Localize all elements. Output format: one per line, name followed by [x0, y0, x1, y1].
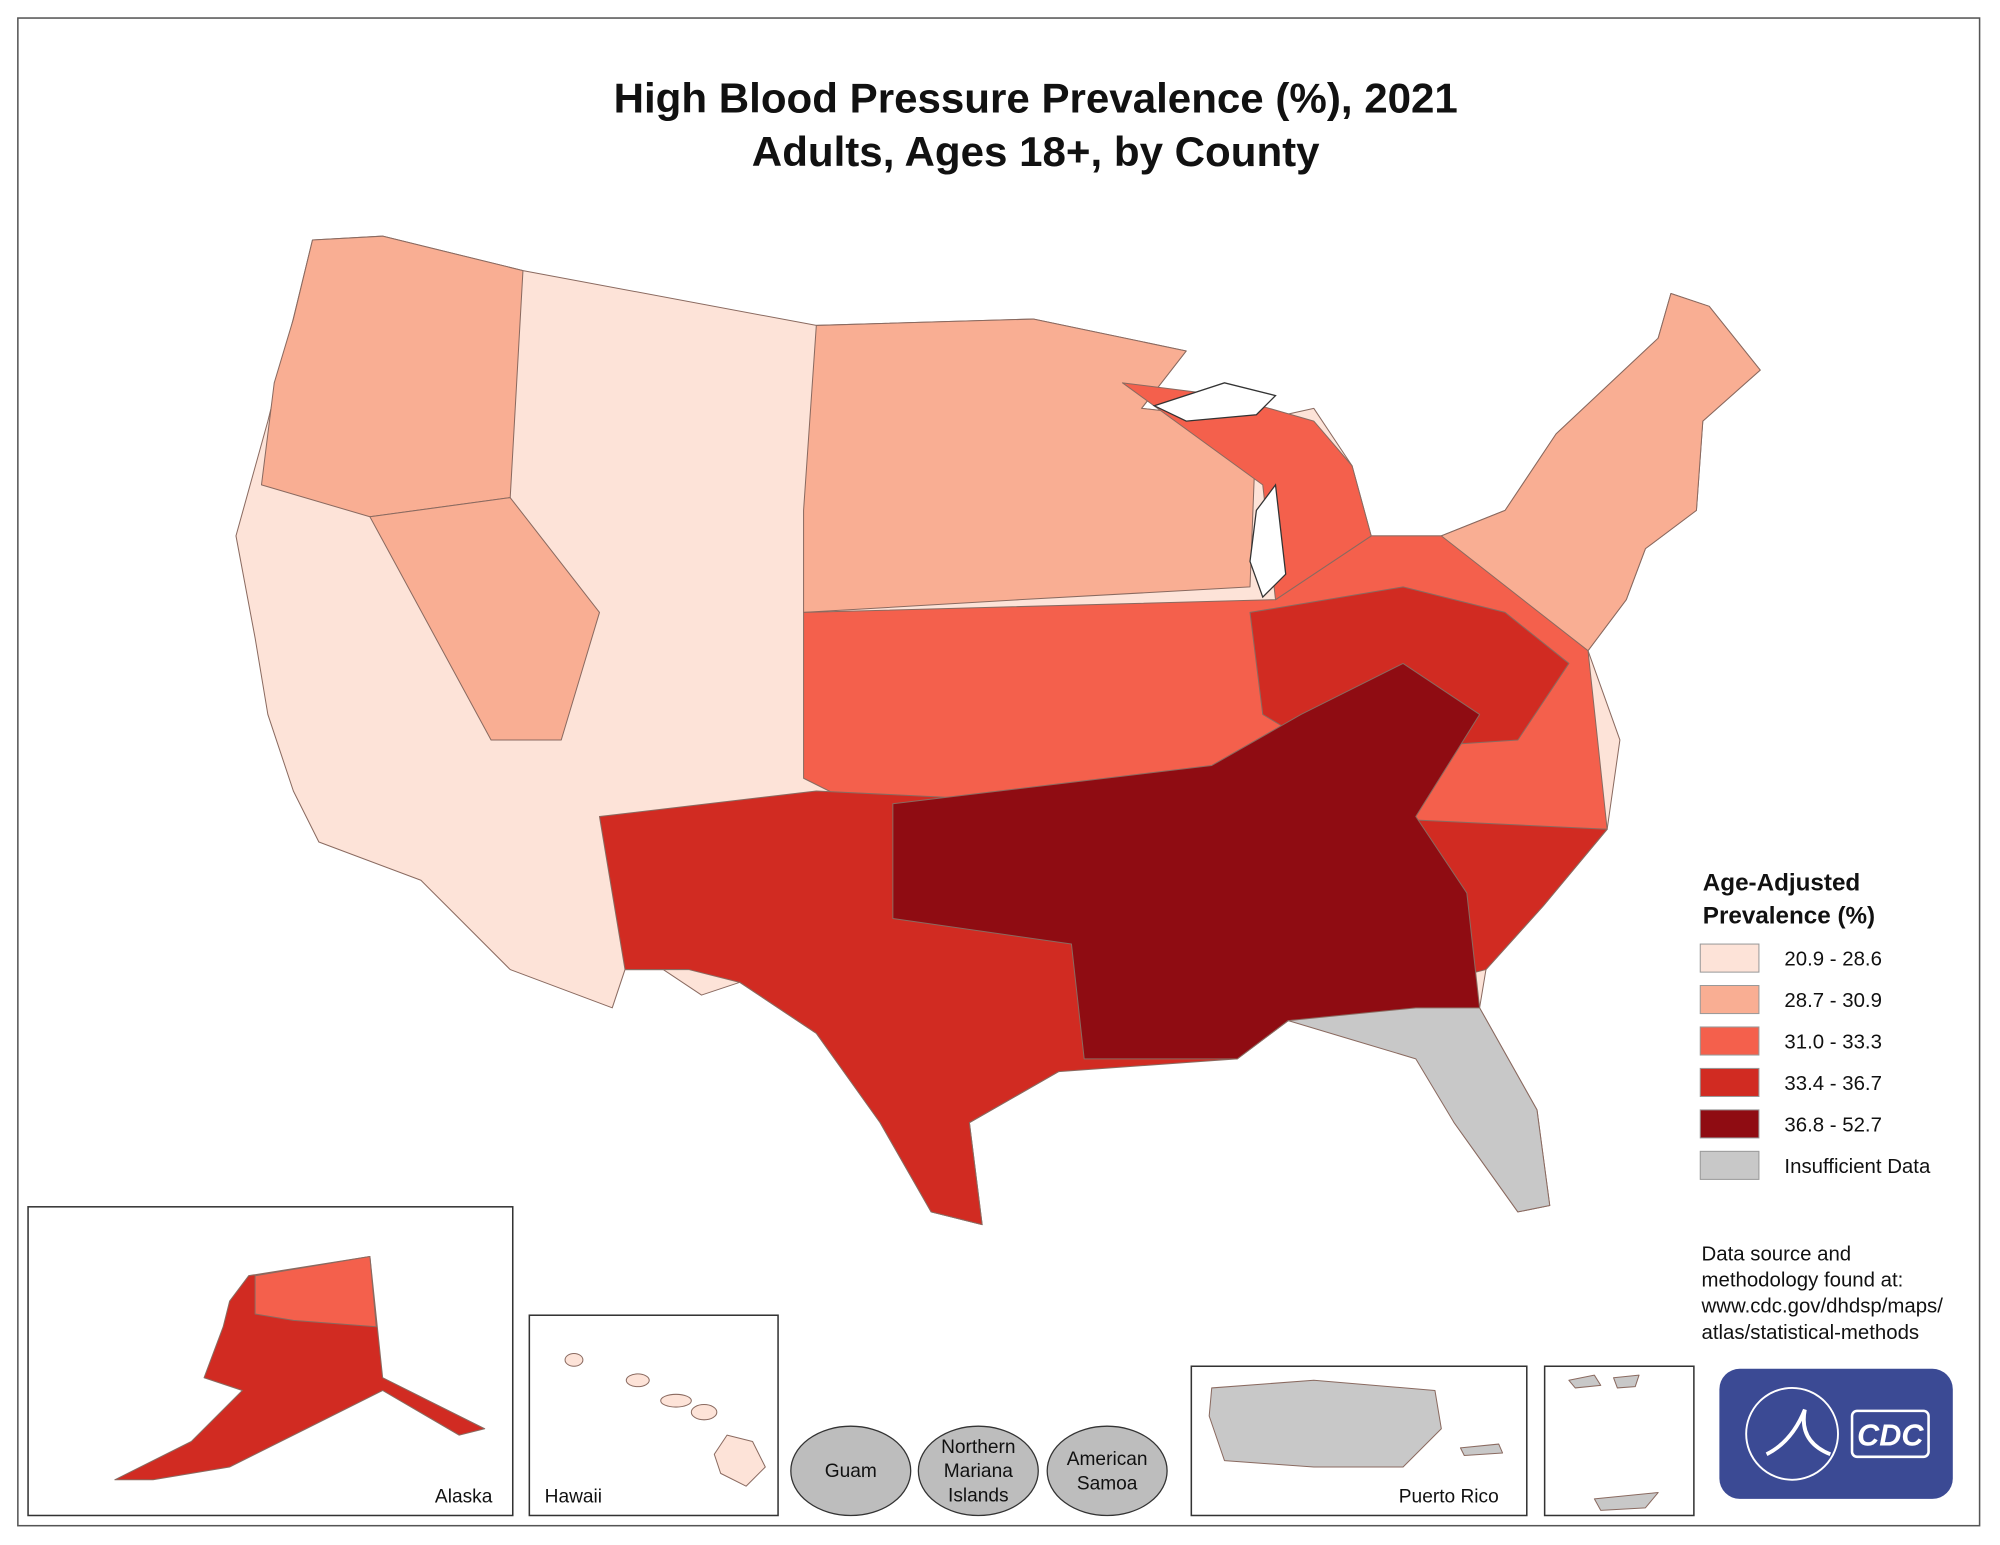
territory-label: Guam — [825, 1461, 877, 1482]
legend-label: 20.9 - 28.6 — [1784, 949, 1882, 971]
region — [892, 662, 1481, 1060]
inset-label: Puerto Rico — [1399, 1487, 1499, 1508]
region — [1287, 1007, 1551, 1213]
puerto-rico-shape — [1208, 1379, 1442, 1468]
inset-box — [1543, 1365, 1695, 1517]
hawaii-islands — [564, 1352, 766, 1487]
logo-badge — [1719, 1368, 1953, 1499]
legend-label: 33.4 - 36.7 — [1784, 1073, 1882, 1095]
hhs-seal — [1765, 1408, 1832, 1457]
legend-label: 36.8 - 52.7 — [1784, 1115, 1882, 1137]
inset-label: Alaska — [435, 1487, 493, 1508]
inset-box — [528, 1314, 779, 1517]
territory-label: Islands — [948, 1485, 1009, 1506]
lake — [1152, 382, 1277, 422]
contiguous-us — [235, 235, 1761, 1226]
legend-label: Insufficient Data — [1784, 1156, 1931, 1178]
legend-swatch — [1699, 1026, 1760, 1056]
legend-swatch — [1699, 1109, 1760, 1139]
island — [660, 1393, 692, 1408]
legend: Age-Adjusted Prevalence (%) 20.9 - 28.6 2… — [1699, 869, 1931, 1180]
legend-swatch — [1699, 985, 1760, 1015]
alaska-shape — [254, 1256, 377, 1328]
territory-shape — [917, 1425, 1039, 1517]
source-note: Data source and methodology found at: www.… — [1701, 1243, 1944, 1343]
legend-label: 31.0 - 33.3 — [1784, 1032, 1882, 1054]
logo-text: CDC — [1857, 1418, 1924, 1452]
legend-swatch — [1699, 1067, 1760, 1097]
source-note-line: Data source and — [1702, 1243, 1852, 1265]
lake — [1249, 483, 1287, 599]
island — [1613, 1374, 1640, 1389]
island — [713, 1434, 766, 1487]
inset-label: Hawaii — [545, 1487, 602, 1508]
island — [564, 1352, 584, 1367]
legend-title: Age-Adjusted — [1703, 869, 1860, 896]
territory-shape — [790, 1425, 912, 1517]
hhs-seal — [1745, 1386, 1839, 1481]
cdc-box — [1850, 1409, 1930, 1459]
legend-swatch — [1699, 1150, 1760, 1180]
territory-label: American — [1067, 1449, 1148, 1470]
island — [1593, 1492, 1659, 1511]
source-note-line: methodology found at: — [1702, 1270, 1904, 1292]
title-line: Adults, Ages 18+, by County — [752, 128, 1320, 175]
source-note-line: atlas/statistical-methods — [1702, 1322, 1920, 1344]
island — [690, 1404, 718, 1421]
territory-shape — [1046, 1425, 1168, 1517]
alaska-shape — [114, 1256, 486, 1481]
source-note-line: www.cdc.gov/dhdsp/maps/ — [1701, 1296, 1944, 1318]
territory-label: Northern — [941, 1437, 1015, 1458]
island — [625, 1373, 650, 1388]
region — [1440, 293, 1761, 652]
title-line: High Blood Pressure Prevalence (%), 2021 — [614, 74, 1458, 121]
legend-title: Prevalence (%) — [1703, 903, 1875, 930]
island — [1459, 1443, 1504, 1457]
legend-swatch — [1699, 943, 1760, 973]
territory-label: Samoa — [1077, 1473, 1138, 1494]
legend-label: 28.7 - 30.9 — [1784, 990, 1882, 1012]
island — [1568, 1374, 1602, 1389]
region — [369, 497, 600, 741]
territory-label: Mariana — [944, 1461, 1013, 1482]
